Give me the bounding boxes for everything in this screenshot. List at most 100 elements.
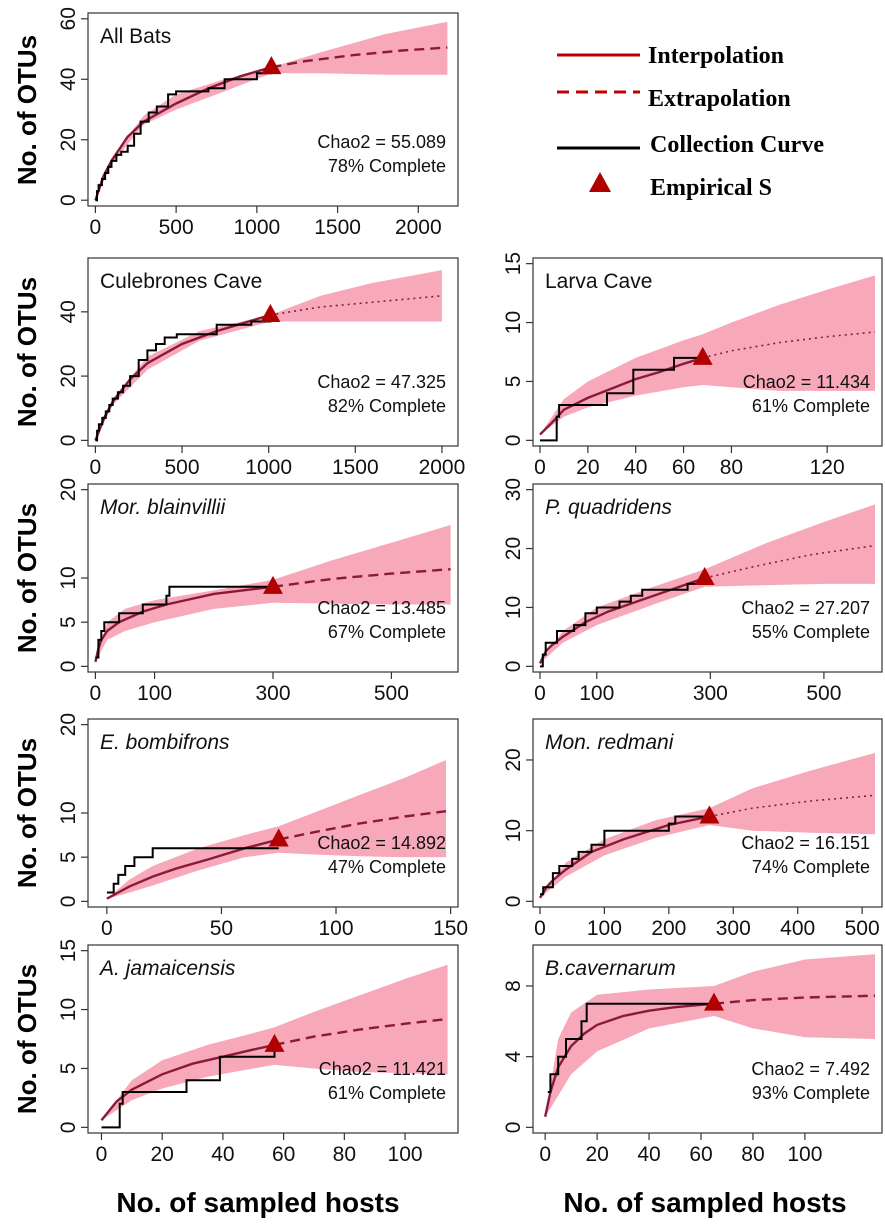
y-tick-label: 10: [57, 566, 80, 589]
panel-all-bats: 0 500 1000 1500 2000 0 20 40 60 All Bats Chao2 = 5…: [57, 7, 459, 239]
x-axis-label-right: No. of sampled hosts: [563, 1187, 846, 1218]
extrapolation-curve: [270, 295, 442, 316]
panel-frame: [87, 944, 459, 1134]
panel-frame: [87, 257, 459, 447]
x-tick-label: 0: [534, 456, 546, 479]
panel-title: All Bats: [100, 25, 171, 48]
x-tick-label: 100: [787, 1143, 822, 1166]
y-tick-label: 0: [502, 896, 525, 908]
y-tick-label: 10: [502, 311, 525, 334]
panel-larva-cave: 0 20 40 60 80 120 0 5 10 15 Larva Cave Chao2 = 11.4…: [502, 252, 883, 479]
completeness-percent: 93% Complete: [752, 1083, 870, 1103]
chao2-estimate: Chao2 = 11.421: [319, 1059, 446, 1079]
x-tick-label: 80: [720, 456, 743, 479]
y-tick-label: 0: [57, 194, 80, 206]
interpolation-curve: [106, 838, 279, 900]
empirical-s-marker: [703, 992, 724, 1011]
y-tick-label: 10: [57, 998, 80, 1021]
y-tick-label: 20: [502, 537, 525, 560]
y-tick-label: 15: [57, 939, 80, 962]
empirical-s-marker: [264, 1033, 285, 1052]
panel-frame: [532, 483, 883, 673]
extrapolation-curve: [278, 810, 447, 841]
panel-title: Larva Cave: [545, 270, 652, 293]
y-tick-label: 20: [57, 128, 80, 151]
panel-title: Mon. redmani: [545, 731, 675, 754]
x-tick-label: 50: [210, 917, 233, 940]
legend: Interpolation Extrapolation Collection C…: [557, 43, 824, 201]
y-tick-label: 5: [502, 376, 525, 388]
y-axis-label-row5: No. of OTUs: [12, 964, 42, 1114]
chao2-estimate: Chao2 = 55.089: [317, 132, 446, 152]
y-tick-label: 0: [502, 661, 525, 673]
x-tick-label: 40: [624, 456, 647, 479]
panel-e-bombifrons: 0 50 100 150 0 5 10 20 E. bombifrons Chao2 = 14.8…: [57, 713, 468, 940]
y-tick-label: 0: [57, 1122, 80, 1134]
collection-curve: [95, 585, 273, 659]
completeness-percent: 61% Complete: [752, 396, 870, 416]
x-tick-label: 0: [90, 216, 102, 239]
empirical-s-marker: [268, 828, 289, 847]
x-tick-label: 1500: [314, 216, 361, 239]
y-tick-label: 40: [57, 300, 80, 323]
completeness-percent: 47% Complete: [328, 857, 446, 877]
x-tick-label: 0: [90, 682, 102, 705]
y-tick-label: 4: [502, 1051, 525, 1063]
empirical-s-marker: [260, 304, 281, 323]
x-tick-label: 500: [165, 456, 200, 479]
completeness-percent: 67% Complete: [328, 622, 446, 642]
panel-title: A. jamaicensis: [98, 957, 236, 980]
panel-title: Culebrones Cave: [100, 270, 262, 293]
x-tick-label: 100: [579, 682, 614, 705]
x-tick-label: 100: [137, 682, 172, 705]
chao2-estimate: Chao2 = 7.492: [751, 1059, 870, 1079]
confidence-band: [545, 954, 875, 1117]
plot-area: [538, 504, 876, 668]
y-tick-label: 20: [57, 478, 80, 501]
legend-interpolation-label: Interpolation: [648, 43, 784, 69]
collection-curve: [540, 815, 710, 896]
y-tick-label: 20: [57, 364, 80, 387]
y-tick-label: 0: [57, 661, 80, 673]
y-tick-label: 0: [502, 435, 525, 447]
x-tick-label: 1000: [233, 216, 280, 239]
plot-area: [538, 752, 876, 899]
extrapolation-curve: [274, 1017, 448, 1047]
y-axis-label-row4: No. of OTUs: [12, 738, 42, 888]
panel-culebrones-cave: 0 500 1000 1500 2000 0 20 40 Culebrones Cave Chao…: [57, 257, 465, 479]
chao2-estimate: Chao2 = 14.892: [317, 833, 446, 853]
y-tick-label: 30: [502, 478, 525, 501]
x-tick-label: 40: [211, 1143, 234, 1166]
panel-title: E. bombifrons: [100, 731, 230, 754]
x-tick-label: 120: [810, 456, 845, 479]
x-tick-label: 150: [433, 917, 468, 940]
x-tick-label: 0: [101, 917, 113, 940]
empirical-s-marker: [263, 575, 283, 594]
x-tick-label: 80: [333, 1143, 356, 1166]
y-tick-label: 5: [57, 1063, 80, 1075]
y-tick-label: 10: [57, 801, 80, 824]
confidence-band: [106, 760, 447, 899]
x-tick-label: 500: [159, 216, 194, 239]
y-tick-label: 0: [57, 896, 80, 908]
panel-title: B.cavernarum: [545, 957, 676, 980]
extrapolation-curve: [702, 331, 876, 359]
x-tick-label: 0: [534, 917, 546, 940]
x-tick-label: 500: [806, 682, 841, 705]
y-tick-label: 40: [57, 68, 80, 91]
chao2-estimate: Chao2 = 13.485: [317, 598, 446, 618]
collection-curve: [547, 1002, 714, 1093]
x-tick-label: 100: [318, 917, 353, 940]
interpolation-curve: [100, 1043, 275, 1122]
completeness-percent: 82% Complete: [328, 396, 446, 416]
y-tick-label: 20: [502, 748, 525, 771]
y-tick-label: 8: [502, 980, 525, 992]
x-tick-label: 300: [716, 917, 751, 940]
x-tick-label: 0: [539, 1143, 551, 1166]
completeness-percent: 74% Complete: [752, 857, 870, 877]
extrapolation-curve: [272, 568, 451, 588]
x-tick-label: 20: [151, 1143, 174, 1166]
y-axis-label-row3: No. of OTUs: [12, 503, 42, 653]
y-tick-label: 10: [502, 819, 525, 842]
completeness-percent: 78% Complete: [328, 156, 446, 176]
